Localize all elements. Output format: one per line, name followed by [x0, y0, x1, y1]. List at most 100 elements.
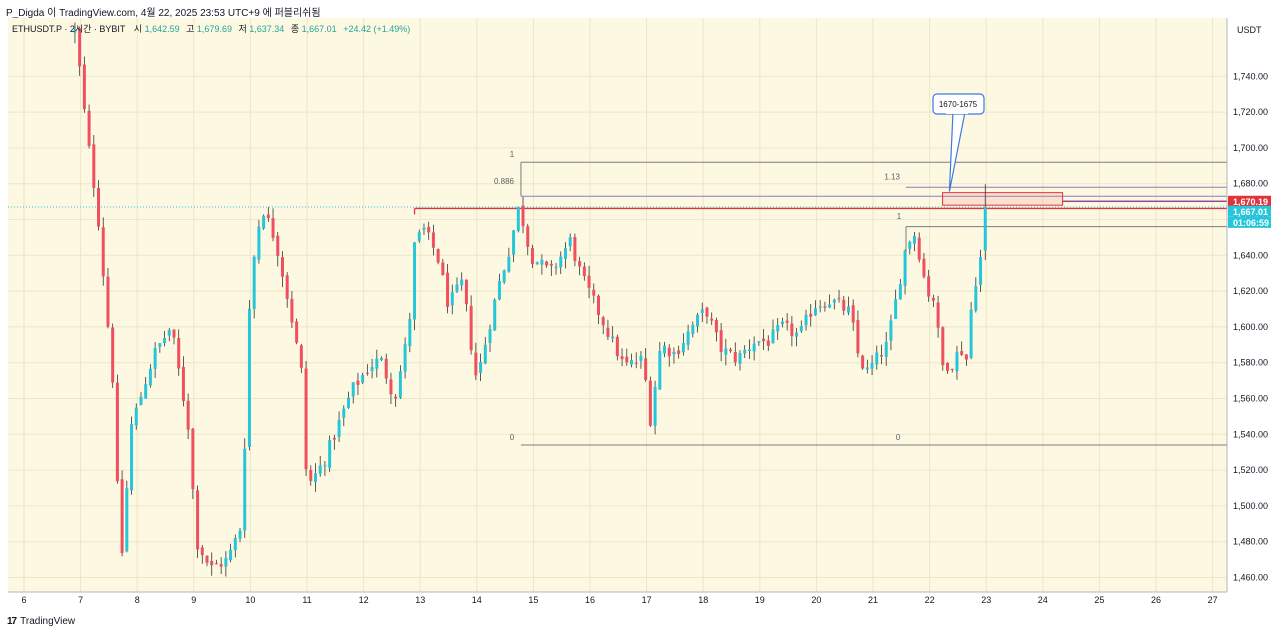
- candle-body: [969, 309, 973, 358]
- time-tick-label: 23: [981, 595, 991, 605]
- price-tick-label: 1,720.00: [1233, 107, 1268, 117]
- time-scale[interactable]: 6 7 8 9 10 11 12 13 14 15 16 17 18 19 20 21 22 23 24 25 26 27: [21, 595, 1217, 605]
- candle-body: [630, 360, 634, 365]
- candle-body: [946, 362, 950, 371]
- candle-body: [804, 314, 808, 326]
- candle-body: [191, 428, 195, 489]
- candle-body: [224, 558, 228, 567]
- candle-body: [898, 284, 902, 300]
- price-scale[interactable]: 1,460.00 1,480.00 1,500.00 1,520.00 1,540.00…: [1228, 71, 1271, 583]
- candle-body: [205, 555, 209, 563]
- candle-body: [780, 321, 784, 325]
- candle-body: [163, 338, 167, 344]
- candle-body: [663, 345, 667, 354]
- price-scale-background: [1227, 18, 1272, 592]
- candle-body: [530, 248, 534, 264]
- candle-body: [922, 258, 926, 277]
- price-tick-label: 1,520.00: [1233, 465, 1268, 475]
- candle-body: [394, 396, 398, 399]
- candle-body: [323, 465, 327, 467]
- candle-body: [417, 232, 421, 241]
- candle-body: [535, 262, 539, 265]
- price-tick-label: 1,580.00: [1233, 358, 1268, 368]
- candle-body: [766, 340, 770, 346]
- candle-body: [672, 351, 676, 355]
- candle-body: [280, 257, 284, 277]
- time-tick-label: 26: [1151, 595, 1161, 605]
- price-tick-label: 1,460.00: [1233, 573, 1268, 583]
- candle-body: [436, 249, 440, 263]
- price-tick-label: 1,500.00: [1233, 501, 1268, 511]
- candle-body: [233, 537, 237, 551]
- candle-body: [460, 279, 464, 286]
- candle-body: [696, 314, 700, 327]
- candle-body: [130, 424, 134, 491]
- candle-body: [927, 276, 931, 297]
- time-tick-label: 16: [585, 595, 595, 605]
- candle-body: [101, 227, 105, 277]
- candle-body: [705, 307, 709, 317]
- price-tick-label: 1,560.00: [1233, 394, 1268, 404]
- candle-body: [700, 309, 704, 313]
- candle-body: [516, 206, 520, 231]
- price-tick-label: 1,480.00: [1233, 537, 1268, 547]
- candle-body: [73, 29, 77, 33]
- candle-body: [427, 226, 431, 233]
- publish-caption-bar: P_Digda 이 TradingView.com, 4월 22, 2025 2…: [0, 0, 1280, 19]
- candle-body: [507, 256, 511, 272]
- candle-body: [587, 275, 591, 288]
- candle-body: [625, 356, 629, 363]
- candle-body: [559, 256, 563, 268]
- time-tick-label: 18: [698, 595, 708, 605]
- candle-body: [318, 465, 322, 474]
- candle-body: [441, 262, 445, 276]
- candle-body: [125, 488, 129, 552]
- candle-body: [337, 419, 341, 437]
- time-tick-label: 15: [528, 595, 538, 605]
- candle-body: [879, 355, 883, 357]
- candle-body: [658, 351, 662, 390]
- publish-caption: P_Digda 이 TradingView.com, 4월 22, 2025 2…: [6, 8, 321, 19]
- tradingview-logo[interactable]: 17 TradingView: [7, 616, 75, 627]
- candle-body: [677, 350, 681, 354]
- time-tick-label: 9: [191, 595, 196, 605]
- high-value: 1,679.69: [197, 24, 232, 34]
- svg-text:ETHUSDT.P · 2시간 · BYBIT: ETHUSDT.P · 2시간 · BYBIT 시 1,642.59 고 1,6…: [12, 24, 410, 34]
- candle-body: [153, 347, 157, 369]
- price-tag-bg: [1228, 216, 1271, 228]
- callout-joint: [946, 110, 968, 114]
- candle-body: [398, 371, 402, 398]
- time-tick-label: 6: [21, 595, 26, 605]
- price-tag-label: 01:06:59: [1233, 218, 1269, 228]
- time-tick-label: 17: [642, 595, 652, 605]
- candle-body: [762, 338, 766, 342]
- candle-body: [375, 358, 379, 369]
- candle-body: [370, 367, 374, 371]
- candle-body: [464, 279, 468, 305]
- high-label: 고: [186, 24, 194, 34]
- chart-canvas[interactable]: 1 0.886 0 1 1.13 0 1670-1675 1,460.00 1,480.00…: [0, 0, 1280, 612]
- candle-body: [983, 206, 987, 251]
- candle-body: [856, 320, 860, 354]
- candle-body: [290, 298, 294, 323]
- candle-body: [818, 306, 822, 308]
- tv-logo-text: TradingView: [20, 616, 76, 627]
- candle-body: [950, 368, 954, 370]
- currency-label[interactable]: USDT: [1237, 25, 1262, 35]
- candle-body: [545, 261, 549, 266]
- candle-body: [615, 336, 619, 357]
- time-tick-label: 14: [472, 595, 482, 605]
- candle-body: [361, 374, 365, 383]
- candle-body: [389, 379, 393, 395]
- drawing-overlays: 1 0.886 0 1 1.13 0: [413, 150, 1227, 446]
- candle-body: [648, 380, 652, 426]
- candle-body: [837, 298, 841, 300]
- candle-body: [823, 306, 827, 308]
- time-tick-label: 12: [359, 595, 369, 605]
- candle-body: [502, 270, 506, 283]
- time-tick-label: 21: [868, 595, 878, 605]
- candle-body: [82, 64, 86, 110]
- price-tick-label: 1,680.00: [1233, 179, 1268, 189]
- open-label: 시: [134, 24, 142, 34]
- candle-body: [356, 380, 360, 385]
